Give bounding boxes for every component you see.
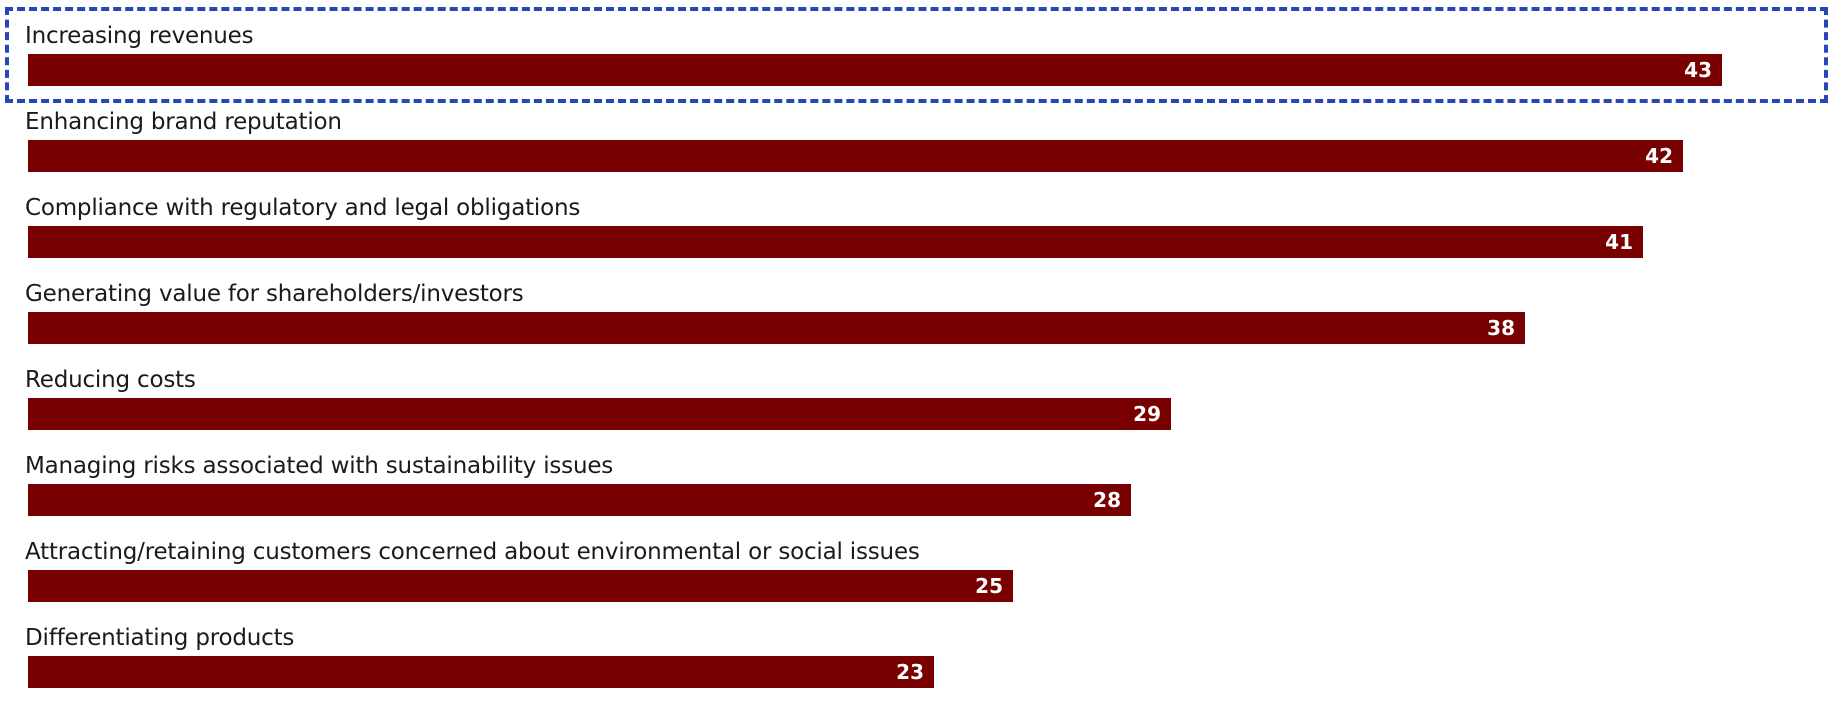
- category-label: Differentiating products: [25, 625, 295, 651]
- bar-row: Increasing revenues 43: [0, 20, 1839, 106]
- bar-row: Enhancing brand reputation 42: [0, 106, 1839, 192]
- bar-row: Compliance with regulatory and legal obl…: [0, 192, 1839, 278]
- data-label: 23: [896, 660, 924, 684]
- data-label: 38: [1487, 316, 1515, 340]
- bar: 42: [28, 140, 1683, 172]
- category-label: Enhancing brand reputation: [25, 109, 342, 135]
- category-label: Attracting/retaining customers concerned…: [25, 539, 920, 565]
- bar: 43: [28, 54, 1722, 86]
- bar: 23: [28, 656, 934, 688]
- bar-row: Attracting/retaining customers concerned…: [0, 536, 1839, 622]
- bar: 38: [28, 312, 1525, 344]
- bar: 29: [28, 398, 1171, 430]
- bar: 28: [28, 484, 1131, 516]
- category-label: Increasing revenues: [25, 23, 254, 49]
- bar: 25: [28, 570, 1013, 602]
- data-label: 41: [1605, 230, 1633, 254]
- data-label: 28: [1093, 488, 1121, 512]
- category-label: Generating value for shareholders/invest…: [25, 281, 524, 307]
- bar-row: Differentiating products 23: [0, 622, 1839, 708]
- category-label: Reducing costs: [25, 367, 196, 393]
- data-label: 25: [975, 574, 1003, 598]
- bar-row: Generating value for shareholders/invest…: [0, 278, 1839, 364]
- bar-row: Reducing costs 29: [0, 364, 1839, 450]
- data-label: 42: [1645, 144, 1673, 168]
- category-label: Compliance with regulatory and legal obl…: [25, 195, 581, 221]
- bar-row: Managing risks associated with sustainab…: [0, 450, 1839, 536]
- category-label: Managing risks associated with sustainab…: [25, 453, 614, 479]
- data-label: 29: [1133, 402, 1161, 426]
- bar: 41: [28, 226, 1643, 258]
- data-label: 43: [1684, 58, 1712, 82]
- bar-chart: Increasing revenues 43 Enhancing brand rep…: [0, 20, 1839, 688]
